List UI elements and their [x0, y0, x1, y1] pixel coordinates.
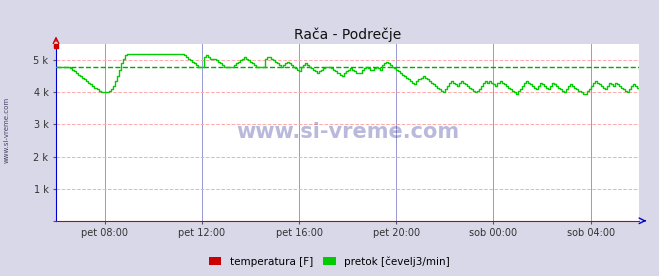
- Text: www.si-vreme.com: www.si-vreme.com: [3, 97, 10, 163]
- Text: www.si-vreme.com: www.si-vreme.com: [236, 123, 459, 142]
- Legend: temperatura [F], pretok [čevelj3/min]: temperatura [F], pretok [čevelj3/min]: [205, 252, 454, 271]
- Title: Rača - Podrečje: Rača - Podrečje: [294, 27, 401, 42]
